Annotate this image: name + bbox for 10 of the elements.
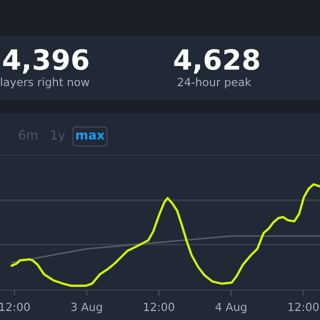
x-tick-label: 3 Aug xyxy=(71,302,102,314)
x-tick-label: 12:00 xyxy=(144,302,174,312)
x-tick-label: 12:00 xyxy=(288,302,319,312)
text: layers right now xyxy=(1,78,90,88)
text: 4,396 xyxy=(3,49,88,74)
text: 4,628 xyxy=(174,49,260,74)
text: 24-hour peak xyxy=(178,78,252,88)
x-tick-label: 12:00 xyxy=(0,302,30,312)
x-tick-label: 4 Aug xyxy=(216,302,246,314)
text: max xyxy=(76,132,105,140)
